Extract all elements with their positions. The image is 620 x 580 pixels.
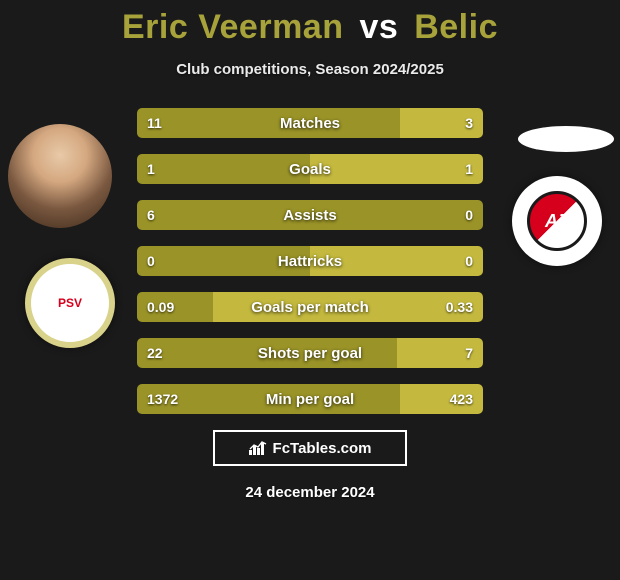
club2-short: AZ <box>527 191 587 251</box>
title-player1: Eric Veerman <box>122 8 343 46</box>
stat-value-right: 1 <box>455 154 483 184</box>
player2-avatar <box>518 126 614 152</box>
stat-value-left: 1372 <box>137 384 188 414</box>
title-vs: vs <box>359 8 398 46</box>
page-title: Eric Veerman vs Belic <box>0 0 620 47</box>
player1-avatar <box>8 124 112 228</box>
stat-bar-left <box>137 200 483 230</box>
stat-value-left: 1 <box>137 154 165 184</box>
stat-value-right: 0 <box>455 246 483 276</box>
stat-value-right: 423 <box>440 384 483 414</box>
stat-bars: 113Matches11Goals60Assists00Hattricks0.0… <box>137 108 483 414</box>
stat-row: 1372423Min per goal <box>137 384 483 414</box>
stat-value-right: 0 <box>455 200 483 230</box>
stat-row: 00Hattricks <box>137 246 483 276</box>
stat-value-left: 22 <box>137 338 173 368</box>
subtitle: Club competitions, Season 2024/2025 <box>0 61 620 78</box>
stat-row: 11Goals <box>137 154 483 184</box>
stat-value-right: 7 <box>455 338 483 368</box>
player1-club-badge: PSV <box>25 258 115 348</box>
title-player2: Belic <box>414 8 498 46</box>
stat-row: 60Assists <box>137 200 483 230</box>
stat-value-right: 3 <box>455 108 483 138</box>
brand-text: FcTables.com <box>273 440 372 457</box>
chart-icon <box>249 441 267 455</box>
stat-bar-left <box>137 338 397 368</box>
stat-row: 113Matches <box>137 108 483 138</box>
stat-row: 0.090.33Goals per match <box>137 292 483 322</box>
stat-bar-left <box>137 108 400 138</box>
footer-date: 24 december 2024 <box>0 484 620 501</box>
stat-value-left: 11 <box>137 108 172 138</box>
stat-value-left: 0 <box>137 246 165 276</box>
brand-box: FcTables.com <box>213 430 407 466</box>
player2-club-badge: AZ <box>512 176 602 266</box>
stat-value-right: 0.33 <box>436 292 483 322</box>
stat-value-left: 0.09 <box>137 292 184 322</box>
stat-value-left: 6 <box>137 200 165 230</box>
stat-row: 227Shots per goal <box>137 338 483 368</box>
club1-short: PSV <box>58 296 82 310</box>
